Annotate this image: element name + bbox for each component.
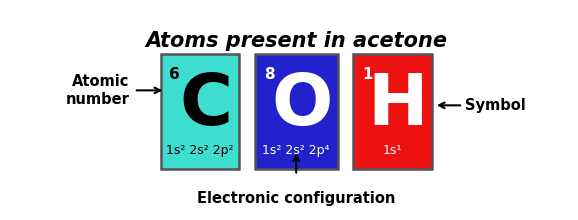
Text: Atomic
number: Atomic number bbox=[65, 74, 129, 106]
Text: 1s² 2s² 2p⁴: 1s² 2s² 2p⁴ bbox=[262, 144, 330, 157]
FancyBboxPatch shape bbox=[255, 53, 338, 169]
Text: 8: 8 bbox=[264, 67, 275, 82]
Text: 1s² 2s² 2p²: 1s² 2s² 2p² bbox=[166, 144, 234, 157]
Text: Electronic configuration: Electronic configuration bbox=[197, 191, 395, 206]
Text: O: O bbox=[271, 71, 333, 140]
Text: 6: 6 bbox=[169, 67, 180, 82]
FancyBboxPatch shape bbox=[353, 53, 432, 169]
Text: 1: 1 bbox=[362, 67, 373, 82]
Text: C: C bbox=[179, 71, 232, 140]
FancyBboxPatch shape bbox=[161, 53, 239, 169]
Text: H: H bbox=[368, 71, 428, 140]
Text: Symbol: Symbol bbox=[465, 98, 526, 113]
Text: 1s¹: 1s¹ bbox=[383, 144, 402, 157]
Text: Atoms present in acetone: Atoms present in acetone bbox=[145, 31, 447, 51]
